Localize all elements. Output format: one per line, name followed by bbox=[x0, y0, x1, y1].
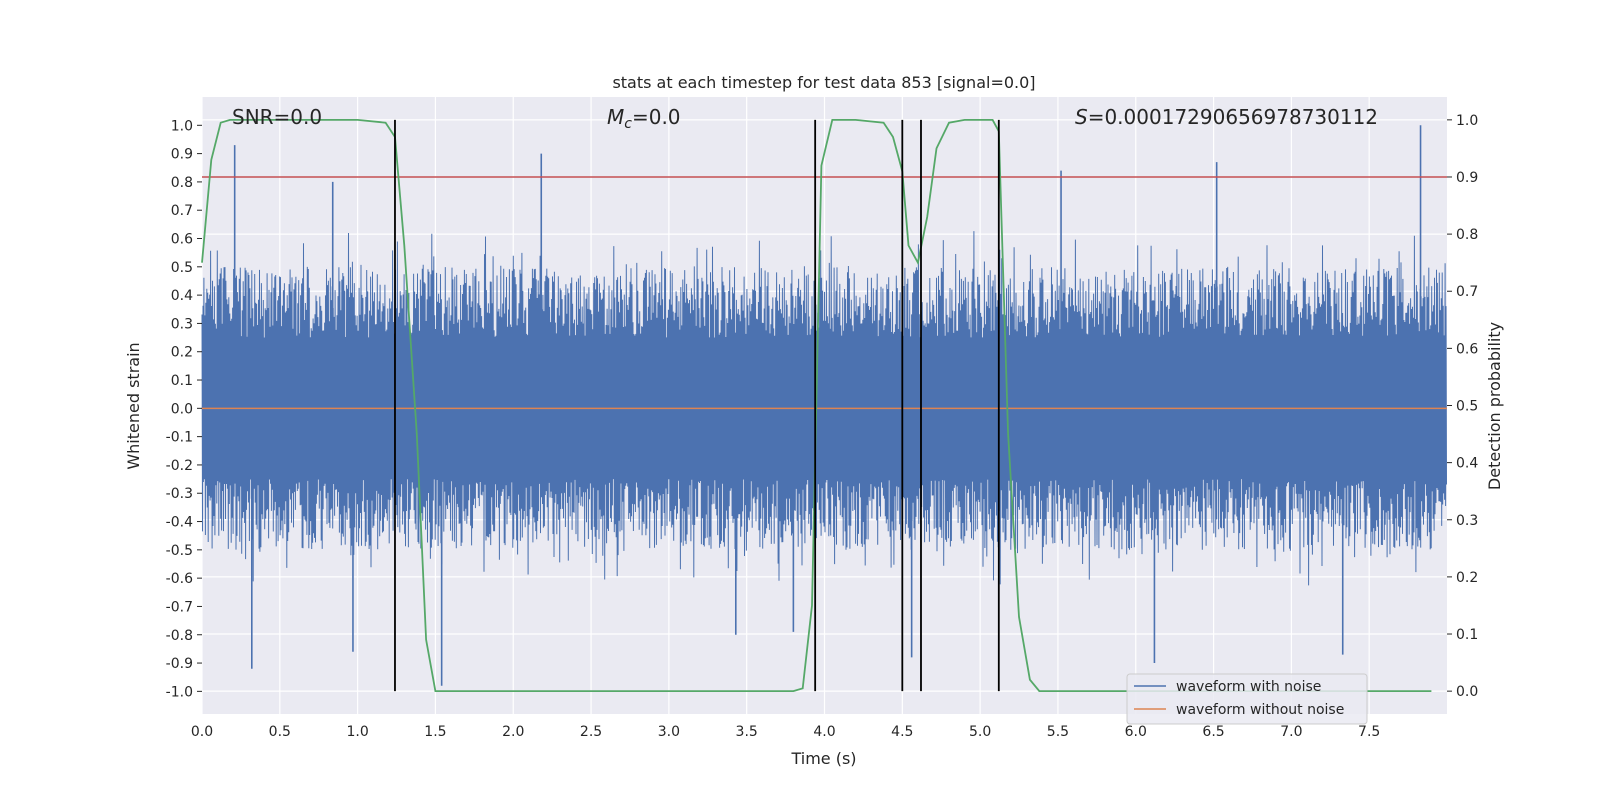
x-tick-label: 1.5 bbox=[424, 724, 446, 740]
y-left-tick-label: -0.6 bbox=[166, 571, 193, 587]
x-tick-label: 6.5 bbox=[1202, 724, 1224, 740]
y-left-tick-label: -0.3 bbox=[166, 486, 193, 502]
y-left-tick-label: -0.8 bbox=[166, 628, 193, 644]
y-left-tick-label: 0.8 bbox=[171, 175, 193, 191]
y-left-tick-label: 0.6 bbox=[171, 232, 193, 248]
axes: 0.0 0.5 1.0 1.5 2.0 2.5 3.0 3.5 4.0 4.5 5.0 5.5 6.0 6… bbox=[166, 113, 1479, 740]
x-tick-label: 3.5 bbox=[736, 724, 758, 740]
x-tick-label: 0.5 bbox=[269, 724, 291, 740]
y-axis-label-left: Whitened strain bbox=[124, 342, 143, 469]
y-left-tick-label: -0.2 bbox=[166, 458, 193, 474]
x-axis-label: Time (s) bbox=[790, 749, 856, 768]
y-right-tick-label: 0.9 bbox=[1456, 170, 1478, 186]
y-right-tick-label: 0.8 bbox=[1456, 227, 1478, 243]
x-tick-label: 4.0 bbox=[813, 724, 835, 740]
y-left-tick-label: -1.0 bbox=[166, 684, 193, 700]
y-right-tick-label: 0.0 bbox=[1456, 684, 1478, 700]
y-left-tick-label: 0.0 bbox=[171, 401, 193, 417]
snr-annotation: SNR=0.0 bbox=[232, 105, 322, 129]
x-tick-label: 2.5 bbox=[580, 724, 602, 740]
y-left-tick-label: 0.1 bbox=[171, 373, 193, 389]
s-annotation: S=0.00017290656978730112 bbox=[1075, 105, 1378, 129]
noise-series bbox=[201, 125, 1447, 686]
x-tick-label: 7.0 bbox=[1280, 724, 1302, 740]
legend-label-clean: waveform without noise bbox=[1176, 702, 1344, 718]
line-series bbox=[201, 119, 1447, 692]
detection-probability-line bbox=[201, 119, 1432, 692]
y-left-tick-label: 1.0 bbox=[171, 118, 193, 134]
x-tick-label: 4.5 bbox=[891, 724, 913, 740]
y-right-tick-label: 0.1 bbox=[1456, 627, 1478, 643]
x-tick-label: 5.0 bbox=[969, 724, 991, 740]
mc-annotation: Mc=0.0 bbox=[607, 105, 681, 132]
y-left-tick-label: 0.7 bbox=[171, 203, 193, 219]
y-left-tick-label: 0.5 bbox=[171, 260, 193, 276]
y-right-tick-label: 0.6 bbox=[1456, 341, 1478, 357]
y-left-tick-label: -0.1 bbox=[166, 430, 193, 446]
y-left-tick-label: -0.4 bbox=[166, 515, 193, 531]
y-left-tick-label: -0.5 bbox=[166, 543, 193, 559]
legend-label-noise: waveform with noise bbox=[1176, 679, 1321, 695]
x-tick-label: 2.0 bbox=[502, 724, 524, 740]
y-right-tick-label: 0.7 bbox=[1456, 284, 1478, 300]
y-right-tick-label: 0.5 bbox=[1456, 399, 1478, 415]
y-right-tick-label: 0.4 bbox=[1456, 456, 1478, 472]
x-tick-label: 6.0 bbox=[1125, 724, 1147, 740]
legend: waveform with noise waveform without noi… bbox=[1126, 673, 1368, 725]
y-right-tick-label: 1.0 bbox=[1456, 113, 1478, 129]
x-tick-label: 1.0 bbox=[346, 724, 368, 740]
y-right-tick-label: 0.2 bbox=[1456, 570, 1478, 586]
y-left-tick-label: 0.9 bbox=[171, 147, 193, 163]
chart-title: stats at each timestep for test data 853… bbox=[612, 73, 1035, 92]
y-left-tick-label: 0.4 bbox=[171, 288, 193, 304]
y-axis-label-right: Detection probability bbox=[1485, 322, 1504, 490]
y-left-tick-label: 0.3 bbox=[171, 316, 193, 332]
noise-line bbox=[201, 231, 1447, 586]
x-tick-label: 5.5 bbox=[1047, 724, 1069, 740]
x-tick-label: 3.0 bbox=[658, 724, 680, 740]
legend-box bbox=[1126, 673, 1368, 725]
y-left-tick-label: -0.9 bbox=[166, 656, 193, 672]
x-tick-label: 7.5 bbox=[1358, 724, 1380, 740]
y-left-tick-label: 0.2 bbox=[171, 345, 193, 361]
y-right-tick-label: 0.3 bbox=[1456, 513, 1478, 529]
y-left-tick-label: -0.7 bbox=[166, 599, 193, 615]
x-tick-label: 0.0 bbox=[191, 724, 213, 740]
